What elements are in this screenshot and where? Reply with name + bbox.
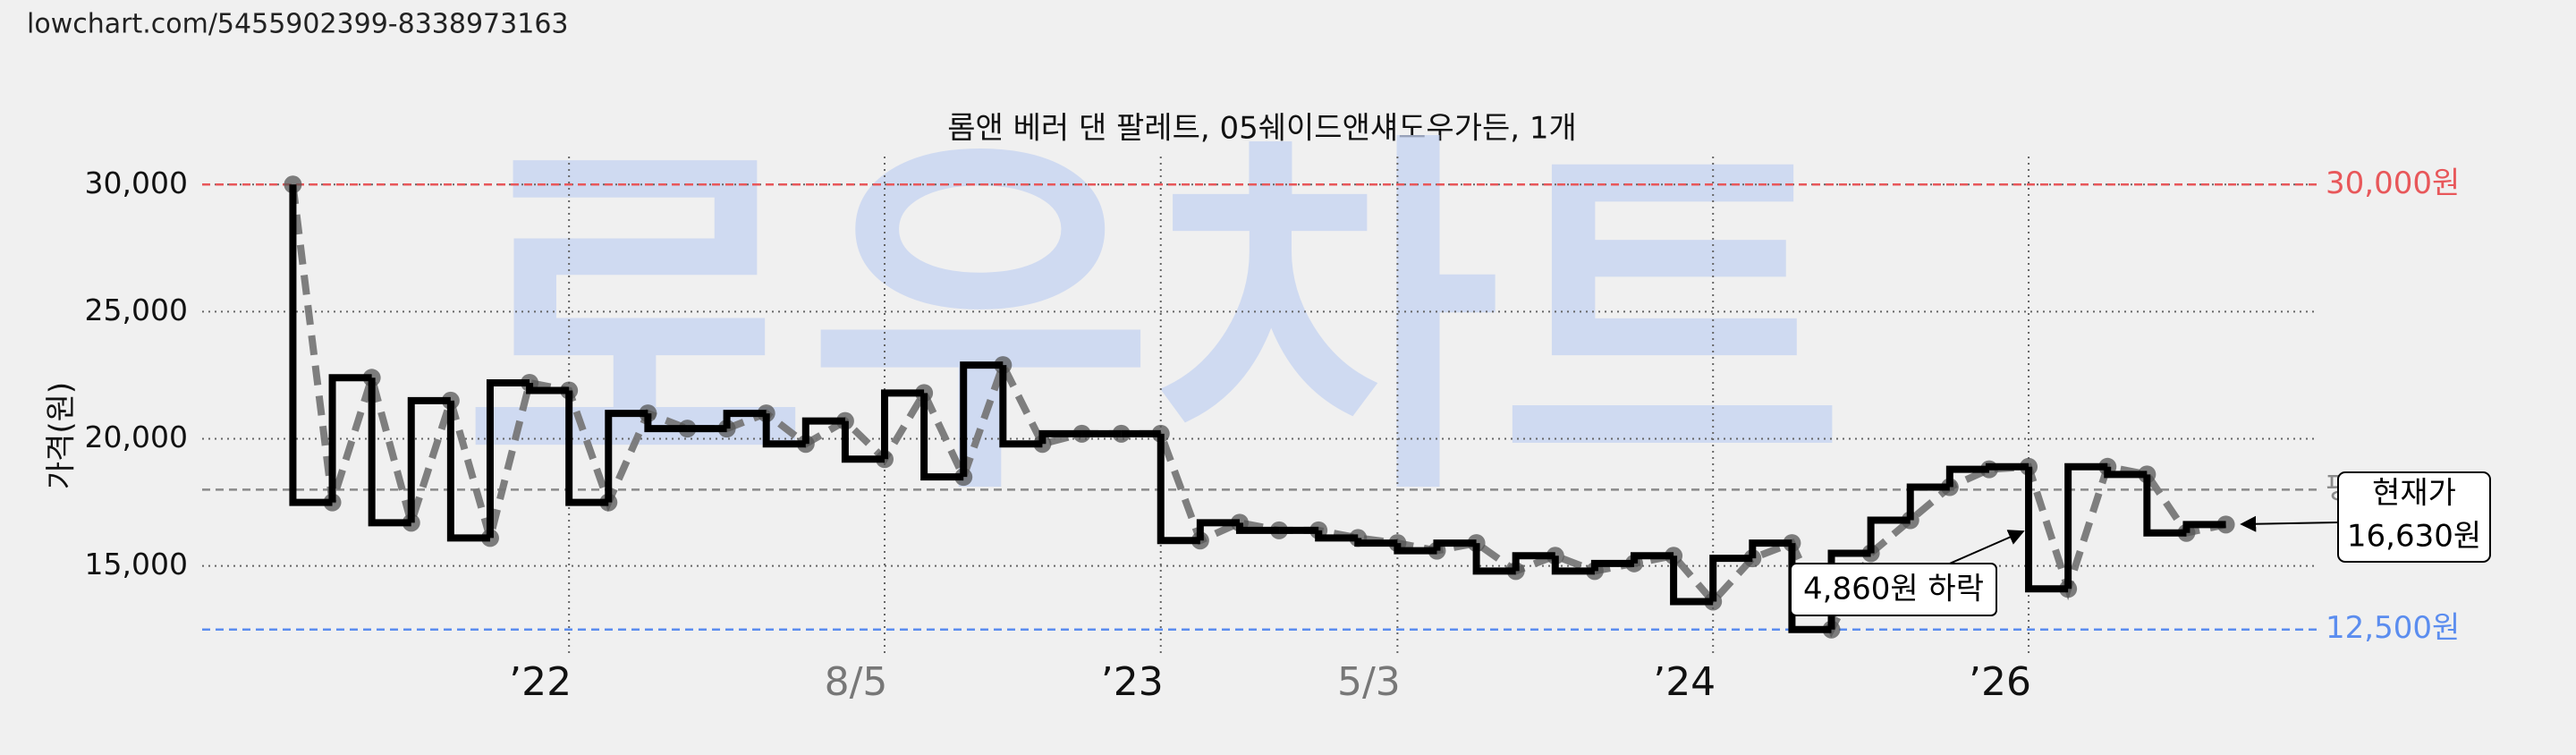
y-tick-label: 25,000: [85, 293, 188, 327]
price-step: [960, 361, 1004, 478]
price-step: [1590, 559, 1634, 572]
price-step: [1867, 516, 1911, 554]
price-step: [2104, 466, 2148, 479]
price-step: [2025, 466, 2069, 593]
annotation-text: 4,860원 하락: [1803, 572, 1984, 607]
y-axis-label: 가격(원): [44, 382, 80, 489]
price-step: [2064, 462, 2108, 590]
price-step: [801, 417, 845, 445]
price-step: [1394, 543, 1437, 555]
y-tick-label: 15,000: [85, 547, 188, 581]
x-tick-label: 5/3: [1337, 659, 1401, 705]
price-step: [1749, 539, 1792, 559]
price-step: [1709, 555, 1753, 602]
price-step: [762, 413, 806, 448]
annotation-text: 16,630원: [2347, 519, 2481, 555]
price-step: [1433, 539, 1477, 551]
price-step: [723, 410, 767, 429]
annotation-box: [2337, 471, 2491, 563]
price-step: [1551, 556, 1595, 575]
chart-title: 롬앤 베러 댄 팔레트, 05쉐이드앤섀도우가든, 1개: [947, 111, 1577, 147]
price-step: [2143, 474, 2187, 537]
price-step: [644, 413, 688, 433]
price-step: [1945, 465, 1989, 488]
price-step: [407, 396, 451, 523]
price-step: [565, 390, 609, 506]
price-step: [1670, 556, 1714, 606]
price-step: [2182, 521, 2226, 533]
price-step: [999, 365, 1043, 448]
price-step: [1354, 538, 1398, 547]
price-step: [1235, 522, 1280, 534]
price-step: [526, 382, 570, 394]
price-step: [289, 184, 333, 506]
price-step: [1038, 429, 1082, 445]
price-step: [881, 389, 925, 460]
reference-label: 30,000원: [2326, 165, 2460, 201]
price-step: [1985, 462, 2029, 471]
price-step: [368, 378, 411, 527]
annotation-arrow: [2240, 515, 2339, 532]
x-tick-label: ’22: [509, 659, 572, 705]
price-step: [446, 400, 490, 542]
price-step: [605, 410, 648, 503]
annotation-box: [1790, 563, 1997, 616]
watermark: 로우차트: [462, 104, 1845, 541]
price-step: [1906, 483, 1950, 521]
price-step: [920, 393, 964, 481]
x-tick-label: ’23: [1101, 659, 1164, 705]
price-step: [1630, 552, 1674, 564]
price-step: [1157, 433, 1200, 545]
price-step: [1512, 552, 1555, 572]
annotation-text: 현재가: [2372, 476, 2456, 512]
y-tick-label: 20,000: [85, 420, 188, 454]
x-tick-label: ’24: [1653, 659, 1716, 705]
price-step: [1472, 543, 1516, 575]
x-tick-label: ’26: [1969, 659, 2031, 705]
y-tick-label: 30,000: [85, 165, 188, 200]
price-step: [328, 374, 372, 503]
price-step: [1196, 519, 1240, 541]
reference-label: 12,500원: [2326, 610, 2460, 646]
x-tick-label: 8/5: [825, 659, 888, 705]
price-step: [486, 378, 530, 539]
price-step: [1315, 530, 1359, 542]
price-step: [841, 420, 886, 463]
source-url: lowchart.com/5455902399-8338973163: [27, 9, 569, 40]
